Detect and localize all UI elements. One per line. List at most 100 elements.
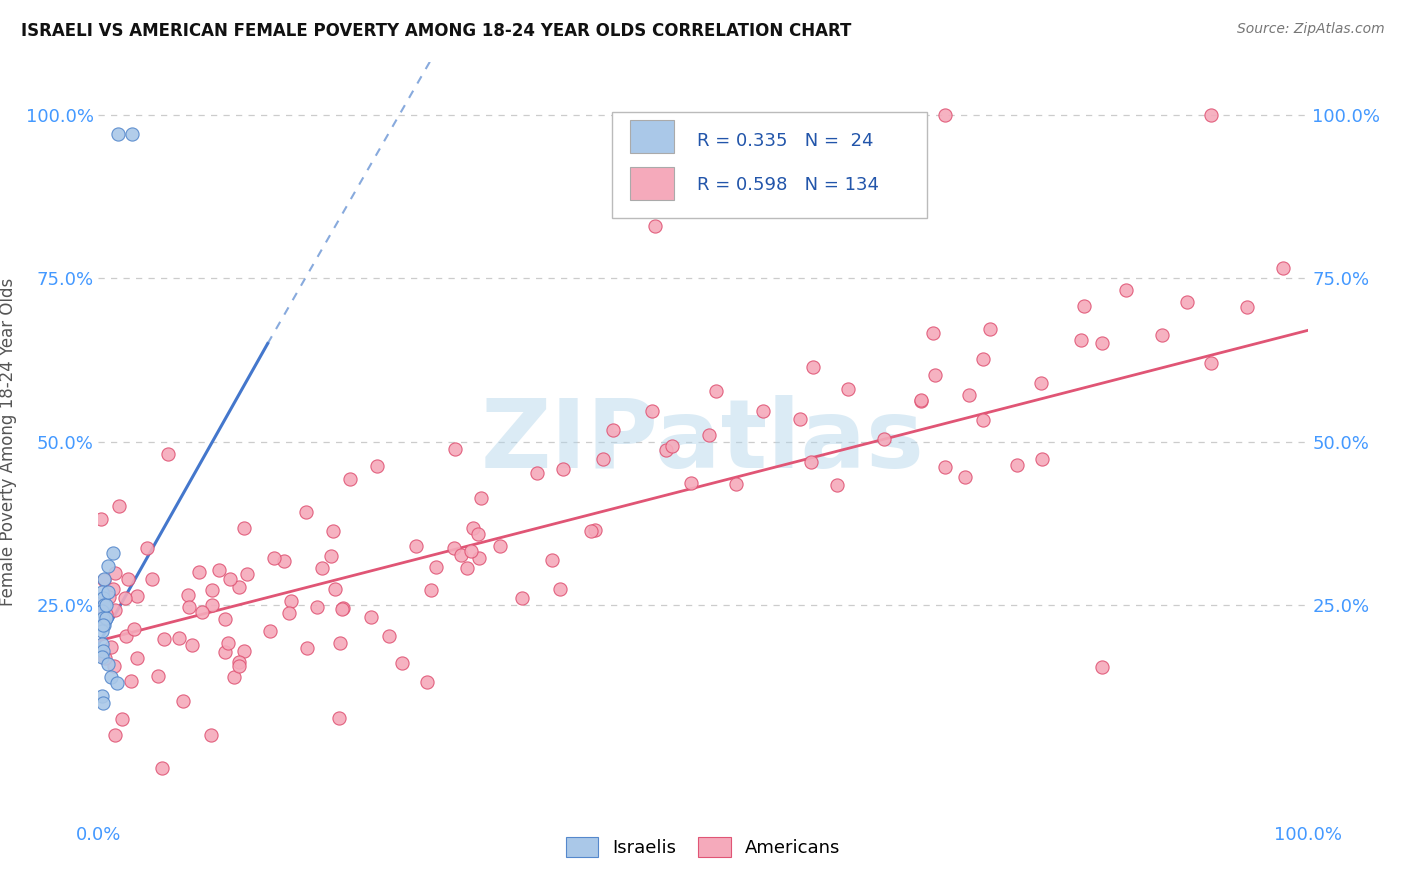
Point (214, 612, 236, 626)
Point (94, 611, 117, 625)
Point (934, 459, 956, 474)
Point (91, 617, 114, 632)
Point (837, 382, 859, 396)
Point (512, 591, 534, 605)
Point (93, 617, 115, 632)
Point (111, 712, 134, 726)
Point (1070, 334, 1092, 348)
Y-axis label: Female Poverty Among 18-24 Year Olds: Female Poverty Among 18-24 Year Olds (0, 277, 17, 606)
Point (100, 640, 122, 654)
Point (104, 603, 127, 617)
Point (323, 582, 346, 596)
Point (91, 624, 114, 639)
Point (583, 523, 606, 537)
Point (443, 541, 465, 556)
Point (127, 589, 149, 603)
Point (259, 624, 281, 638)
Point (200, 728, 222, 742)
Point (90, 512, 112, 526)
Point (172, 694, 194, 708)
Text: ZIPatlas: ZIPatlas (481, 395, 925, 488)
Point (910, 393, 932, 408)
Point (924, 368, 946, 383)
Point (322, 524, 344, 539)
Point (125, 651, 148, 665)
Point (541, 553, 564, 567)
Point (295, 640, 318, 655)
Point (366, 458, 388, 473)
Point (122, 622, 145, 636)
Point (460, 544, 482, 558)
Point (321, 549, 343, 563)
Point (957, 387, 980, 401)
Point (1199, 108, 1222, 122)
Point (1199, 356, 1222, 370)
Point (87, 595, 110, 609)
Point (91, 637, 114, 651)
Point (91, 605, 114, 619)
Point (752, 404, 775, 418)
Point (104, 566, 127, 580)
Point (97, 585, 120, 599)
Point (201, 598, 224, 612)
Point (200, 582, 222, 597)
Point (332, 602, 354, 616)
Point (910, 392, 932, 407)
Point (136, 541, 159, 556)
Point (93, 598, 115, 612)
Point (378, 630, 401, 644)
Point (93, 573, 115, 587)
Point (94, 607, 117, 621)
FancyBboxPatch shape (613, 112, 927, 218)
Point (391, 656, 413, 670)
Point (1029, 376, 1052, 390)
Point (91, 696, 114, 710)
Point (602, 424, 624, 438)
Text: R = 0.335   N =  24: R = 0.335 N = 24 (697, 132, 873, 150)
Point (641, 404, 664, 418)
Point (655, 442, 678, 457)
Point (228, 658, 250, 673)
Point (117, 572, 139, 586)
Point (104, 728, 127, 742)
Point (228, 580, 250, 594)
Point (100, 670, 122, 684)
Point (177, 588, 200, 602)
Point (101, 582, 124, 596)
Point (661, 439, 683, 453)
Point (1091, 660, 1114, 674)
Point (789, 412, 811, 426)
Point (228, 655, 250, 669)
Point (467, 550, 489, 565)
Point (1031, 452, 1053, 467)
Point (177, 599, 200, 614)
Point (91, 650, 114, 665)
Point (800, 455, 823, 469)
Point (217, 636, 239, 650)
Text: ISRAELI VS AMERICAN FEMALE POVERTY AMONG 18-24 YEAR OLDS CORRELATION CHART: ISRAELI VS AMERICAN FEMALE POVERTY AMONG… (21, 22, 852, 40)
Point (150, 761, 173, 775)
Point (236, 567, 259, 582)
Point (114, 591, 136, 605)
Point (97, 657, 120, 671)
Point (115, 630, 138, 644)
Point (278, 606, 301, 620)
Point (873, 432, 896, 446)
Point (219, 572, 242, 586)
Point (450, 548, 472, 562)
Point (553, 462, 575, 476)
Point (456, 561, 478, 575)
Point (339, 473, 361, 487)
Point (91, 690, 114, 704)
Point (294, 505, 316, 519)
Point (444, 442, 467, 457)
Point (108, 499, 131, 513)
Point (91, 611, 114, 625)
Point (332, 600, 354, 615)
Point (699, 427, 721, 442)
Point (360, 610, 382, 624)
Point (1236, 300, 1258, 314)
Point (105, 676, 128, 690)
Point (972, 413, 994, 427)
Point (1091, 336, 1114, 351)
